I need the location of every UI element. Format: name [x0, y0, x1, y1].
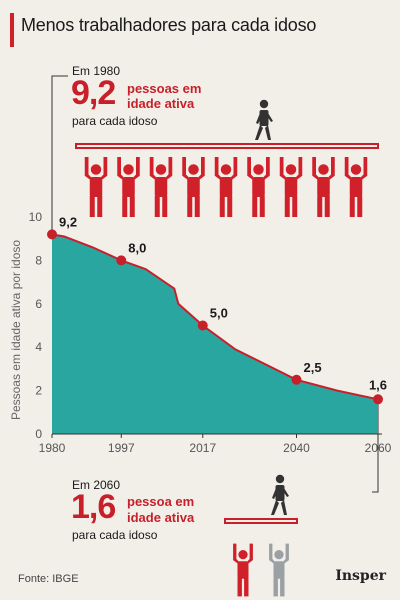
area-chart: 0 2 4 6 8 10 1980 1997 2017 2040 2060 9,2 8,0 5,0 2,5 1…: [29, 210, 392, 455]
red-person-icon: [149, 157, 173, 217]
top-callout-value: 9,2: [71, 74, 116, 112]
data-point: [291, 374, 302, 385]
top-callout-year: Em 1980: [72, 64, 121, 78]
x-tick-label: 1980: [39, 441, 66, 455]
top-callout-red-line2: idade ativa: [127, 96, 195, 111]
top-crowd: [84, 157, 368, 217]
y-tick-label: 10: [29, 210, 43, 224]
data-label: 9,2: [59, 214, 77, 229]
bottom-callout-red-line1: pessoa em: [127, 494, 195, 509]
red-person-icon: [279, 157, 303, 217]
series-line: [51, 233, 379, 401]
x-tick-label: 2017: [189, 441, 216, 455]
top-standing-person-icon: [255, 99, 273, 140]
x-tick-label: 1997: [108, 441, 135, 455]
bottom-callout-year: Em 2060: [72, 478, 121, 492]
red-person-icon: [117, 157, 140, 217]
x-tick-label: 2060: [365, 441, 392, 455]
red-person-icon: [312, 157, 335, 217]
x-tick-label: 2040: [283, 441, 310, 455]
bottom-callout-red-line2: idade ativa: [127, 510, 195, 525]
data-point: [116, 255, 127, 266]
data-point: [197, 320, 208, 331]
bottom-plank: [224, 518, 298, 524]
page-title: Menos trabalhadores para cada idoso: [21, 15, 317, 35]
data-point: [373, 394, 383, 405]
bottom-person-red-icon: [233, 543, 253, 597]
top-connector-line: [51, 75, 68, 234]
y-tick-label: 6: [35, 297, 42, 311]
red-person-icon: [214, 157, 238, 217]
source-note: Fonte: IBGE: [18, 573, 79, 585]
title-accent-bar: [10, 13, 14, 47]
top-plank: [75, 143, 379, 149]
top-callout-red-line1: pessoas em: [127, 81, 202, 96]
brand-logo: Insper: [335, 568, 386, 584]
data-label: 1,6: [369, 377, 387, 392]
top-figures-group: [75, 99, 379, 217]
y-tick-label: 8: [35, 253, 42, 267]
y-axis-label: Pessoas em idade ativa por idoso: [9, 240, 23, 420]
bottom-figures-group: [224, 474, 298, 597]
top-callout-bottom-text: para cada idoso: [72, 114, 158, 128]
bottom-person-gray-icon: [269, 543, 289, 597]
red-person-icon: [182, 157, 205, 217]
red-person-icon: [247, 157, 270, 217]
red-person-icon: [344, 157, 368, 217]
red-person-icon: [84, 157, 108, 217]
data-label: 8,0: [128, 240, 146, 255]
y-tick-label: 4: [35, 340, 42, 354]
data-point: [47, 229, 57, 240]
bottom-callout-bottom-text: para cada idoso: [72, 528, 158, 542]
bottom-standing-person-icon: [271, 474, 289, 515]
y-tick-label: 0: [35, 427, 42, 441]
data-label: 2,5: [304, 360, 322, 375]
bottom-callout-value: 1,6: [71, 488, 116, 526]
y-tick-label: 2: [35, 384, 42, 398]
data-label: 5,0: [210, 306, 228, 321]
